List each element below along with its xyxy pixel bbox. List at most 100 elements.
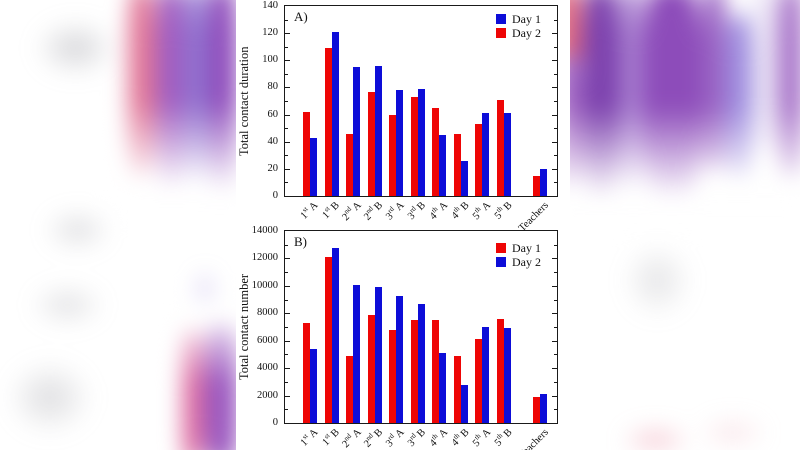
y-tick: [285, 381, 288, 383]
bar-day1-3rda: [389, 329, 396, 423]
y-tick: [285, 313, 290, 315]
bar-day2-teachers: [533, 175, 540, 196]
chart-panel-b: Total contact number B) Day 1 Day 2 0 200…: [237, 225, 558, 450]
y-tick: [554, 155, 557, 157]
y-tick-label: 120: [262, 27, 278, 39]
y-tick: [552, 141, 557, 143]
bar-day2-5tha: [475, 124, 482, 196]
y-tick: [554, 272, 557, 274]
bg-smudge: [685, 410, 780, 450]
y-tick: [285, 327, 288, 328]
y-tick: [554, 19, 557, 21]
bar-day1-2nda: [353, 67, 360, 196]
bar-day1-4thb: [460, 160, 468, 196]
y-tick-label: 14000: [251, 225, 278, 236]
y-tick: [552, 60, 557, 62]
bg-smudge: [18, 8, 133, 88]
bar-day2-1stb: [324, 48, 332, 196]
y-tick: [554, 299, 557, 301]
y-tick: [285, 272, 288, 274]
y-tick-label: 12000: [251, 252, 278, 264]
y-tick: [552, 33, 557, 35]
legend-swatch-day2-icon: [496, 28, 506, 38]
y-tick: [552, 168, 557, 170]
bar-day1-1stb: [331, 31, 339, 196]
y-tick: [285, 299, 288, 301]
bar-day1-2nda: [346, 355, 353, 423]
y-tick: [554, 101, 557, 102]
y-tick: [285, 395, 290, 397]
x-tick-label: Teachers: [516, 200, 551, 235]
legend-label: Day 2: [512, 254, 541, 269]
legend-row: Day 2: [496, 26, 541, 40]
bar-day1-3rdb: [417, 88, 425, 196]
x-tick-label: 2nd A: [340, 427, 364, 450]
bar-day1-3rdb: [410, 320, 418, 423]
bar-day1-5thb: [503, 113, 511, 196]
y-tick: [554, 182, 557, 184]
plot-area-b: B) Day 1 Day 2 0 2000 4000 6000 8000 10000 120…: [252, 225, 558, 450]
bar-day2-5thb: [503, 328, 511, 423]
x-tick-label: 1st B: [321, 200, 343, 222]
x-tick-label: 1st B: [321, 427, 343, 449]
legend-row: Day 1: [496, 12, 541, 26]
y-tick-label: 60: [267, 108, 279, 120]
y-tick: [285, 409, 288, 411]
x-tick-label: 2nd A: [340, 200, 364, 224]
y-tick: [552, 368, 557, 370]
y-tick: [554, 244, 557, 246]
y-tick: [552, 395, 557, 397]
bar-day1-teachers: [540, 168, 547, 196]
legend-swatch-day1-icon: [496, 14, 506, 24]
legend-swatch-day1-icon: [496, 243, 506, 253]
bar-day2-1sta: [310, 348, 317, 423]
bar-day1-2ndb: [367, 314, 375, 423]
y-tick: [285, 182, 288, 184]
bar-day1-4tha: [432, 320, 439, 423]
panel-label-a: A): [294, 9, 308, 24]
bar-day2-4thb: [453, 133, 461, 196]
x-tick-label: 1st A: [299, 427, 321, 449]
x-tick-label: 5th B: [492, 427, 515, 449]
bar-day2-3rda: [389, 114, 396, 196]
y-tick-label: 6000: [257, 334, 278, 346]
y-tick: [285, 168, 290, 170]
x-tick-label: 5th A: [470, 200, 493, 223]
y-tick: [285, 101, 288, 102]
bar-day1-5thb: [496, 318, 504, 423]
y-tick-label: 100: [262, 54, 278, 66]
y-tick: [554, 73, 557, 75]
y-tick: [285, 114, 290, 116]
bar-day1-2ndb: [374, 65, 382, 196]
bar-day1-4thb: [453, 355, 461, 423]
bar-day1-1sta: [310, 137, 317, 196]
bar-day2-2nda: [346, 133, 353, 196]
x-tick-label: 5th A: [470, 427, 493, 450]
bar-day2-3rda: [396, 295, 403, 423]
x-tick-label: 1st A: [299, 200, 321, 222]
bar-day2-4tha: [439, 353, 446, 423]
x-tick-label: Teachers: [516, 427, 551, 450]
x-tick-label: 4th A: [427, 427, 450, 450]
y-tick: [285, 155, 288, 157]
x-tick-label: 4th B: [449, 427, 472, 449]
bar-day1-4tha: [439, 134, 446, 196]
x-tick-label: 3rd A: [384, 427, 407, 450]
y-tick: [554, 327, 557, 328]
y-tick: [554, 128, 557, 130]
bg-smudge: [30, 200, 125, 260]
y-tick: [285, 368, 290, 370]
y-tick: [285, 33, 290, 35]
y-tick: [285, 258, 290, 260]
y-tick-label: 0: [272, 417, 278, 428]
y-tick-label: 4000: [257, 362, 278, 374]
x-tick-label: 4th A: [427, 200, 450, 223]
legend-b: Day 1 Day 2: [496, 241, 541, 269]
y-tick: [552, 87, 557, 89]
x-tick-label: 5th B: [492, 200, 515, 222]
bg-fade: [115, 100, 250, 210]
bg-smudge: [0, 345, 110, 450]
